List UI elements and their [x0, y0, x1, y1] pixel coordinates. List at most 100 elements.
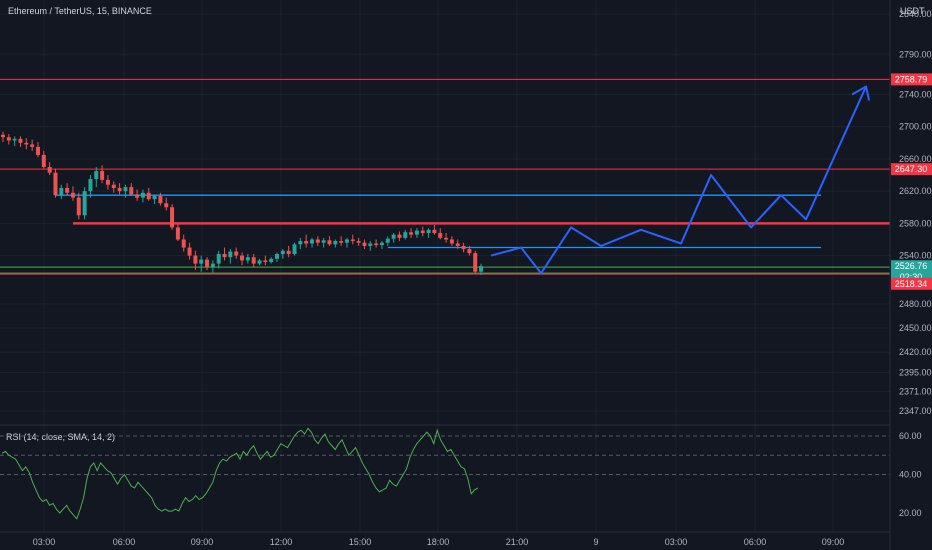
candle-body[interactable]	[438, 233, 443, 238]
rsi-tick-label: 60.00	[899, 431, 922, 441]
candle-body[interactable]	[53, 172, 58, 196]
candle-body[interactable]	[59, 187, 64, 196]
candle-body[interactable]	[210, 263, 215, 267]
candle-body[interactable]	[420, 230, 425, 234]
candle-body[interactable]	[152, 195, 157, 200]
candle-body[interactable]	[123, 187, 128, 192]
candle-body[interactable]	[35, 146, 40, 155]
candle-body[interactable]	[385, 238, 390, 243]
chart-title: Ethereum / TetherUS, 15, BINANCE	[8, 6, 152, 16]
candle-body[interactable]	[181, 239, 186, 248]
candle-body[interactable]	[269, 258, 274, 263]
candle-body[interactable]	[117, 187, 122, 192]
candle-body[interactable]	[228, 251, 233, 258]
candle-body[interactable]	[170, 207, 175, 228]
time-tick-label: 09:00	[191, 537, 214, 547]
candle-body[interactable]	[339, 241, 344, 243]
candle-body[interactable]	[414, 230, 419, 235]
candle-body[interactable]	[309, 239, 314, 244]
candle-body[interactable]	[164, 203, 169, 208]
candle-body[interactable]	[467, 249, 472, 254]
projection-drawing[interactable]	[490, 85, 871, 275]
candlestick-series[interactable]	[1, 131, 484, 275]
candle-body[interactable]	[298, 241, 303, 245]
time-tick-label: 9	[593, 537, 598, 547]
candle-body[interactable]	[205, 259, 210, 267]
candle-body[interactable]	[30, 144, 35, 147]
price-tick-label: 2790.00	[899, 49, 932, 59]
candle-body[interactable]	[391, 234, 396, 239]
candle-body[interactable]	[426, 229, 431, 234]
candle-body[interactable]	[222, 253, 227, 258]
candle-body[interactable]	[82, 191, 87, 216]
candle-body[interactable]	[292, 244, 297, 254]
price-badge-label: 2526.76	[895, 261, 928, 271]
candle-body[interactable]	[187, 247, 192, 256]
candle-body[interactable]	[257, 260, 262, 264]
candle-body[interactable]	[455, 243, 460, 246]
candle-body[interactable]	[158, 195, 163, 204]
candle-body[interactable]	[379, 242, 384, 246]
candle-body[interactable]	[356, 241, 361, 243]
candle-body[interactable]	[286, 250, 291, 254]
candle-body[interactable]	[70, 192, 75, 198]
candle-body[interactable]	[444, 237, 449, 240]
candle-body[interactable]	[140, 192, 145, 198]
candle-body[interactable]	[234, 251, 239, 256]
candle-body[interactable]	[41, 154, 46, 168]
time-tick-label: 09:00	[822, 537, 845, 547]
candle-body[interactable]	[199, 259, 204, 264]
candle-body[interactable]	[24, 142, 29, 145]
projection-path[interactable]	[490, 86, 867, 275]
candle-body[interactable]	[304, 241, 309, 244]
candle-body[interactable]	[245, 257, 250, 261]
candle-body[interactable]	[368, 243, 373, 246]
candle-body[interactable]	[111, 184, 116, 188]
candle-body[interactable]	[327, 240, 332, 245]
candle-body[interactable]	[449, 239, 454, 244]
candle-body[interactable]	[12, 138, 17, 141]
candle-body[interactable]	[47, 167, 52, 173]
candle-body[interactable]	[216, 253, 221, 264]
rsi-line[interactable]	[1, 427, 479, 520]
candle-body[interactable]	[333, 241, 338, 245]
candle-body[interactable]	[88, 179, 93, 192]
candle-body[interactable]	[275, 253, 280, 259]
candle-body[interactable]	[473, 253, 478, 272]
candle-body[interactable]	[321, 240, 326, 243]
candle-body[interactable]	[146, 192, 151, 200]
candle-body[interactable]	[65, 187, 70, 193]
candle-body[interactable]	[479, 266, 484, 272]
candle-body[interactable]	[251, 257, 256, 264]
rsi-pane[interactable]: RSI (14, close, SMA, 14, 2) 60.00 40.00 20.…	[0, 427, 922, 520]
candle-body[interactable]	[1, 134, 5, 138]
candle-body[interactable]	[374, 243, 379, 246]
candle-body[interactable]	[432, 229, 437, 234]
candle-body[interactable]	[18, 138, 23, 143]
candle-body[interactable]	[175, 227, 180, 240]
candle-body[interactable]	[193, 255, 198, 264]
candle-body[interactable]	[397, 234, 402, 238]
candle-body[interactable]	[409, 232, 414, 235]
candle-body[interactable]	[76, 197, 81, 216]
candle-body[interactable]	[280, 250, 285, 254]
candle-body[interactable]	[403, 232, 408, 238]
candle-body[interactable]	[350, 239, 355, 242]
candle-body[interactable]	[100, 171, 105, 180]
candle-body[interactable]	[315, 239, 320, 243]
candle-body[interactable]	[240, 255, 245, 261]
candle-body[interactable]	[6, 137, 11, 141]
candle-body[interactable]	[94, 171, 99, 180]
candle-body[interactable]	[362, 242, 367, 246]
price-tick-label: 2371.00	[899, 387, 932, 397]
candle-body[interactable]	[263, 260, 268, 263]
candle-body[interactable]	[344, 239, 349, 243]
candle-body[interactable]	[461, 245, 466, 250]
candle-body[interactable]	[135, 194, 140, 198]
candle-body[interactable]	[129, 187, 134, 195]
time-tick-label: 18:00	[427, 537, 450, 547]
candle-body[interactable]	[105, 179, 110, 185]
